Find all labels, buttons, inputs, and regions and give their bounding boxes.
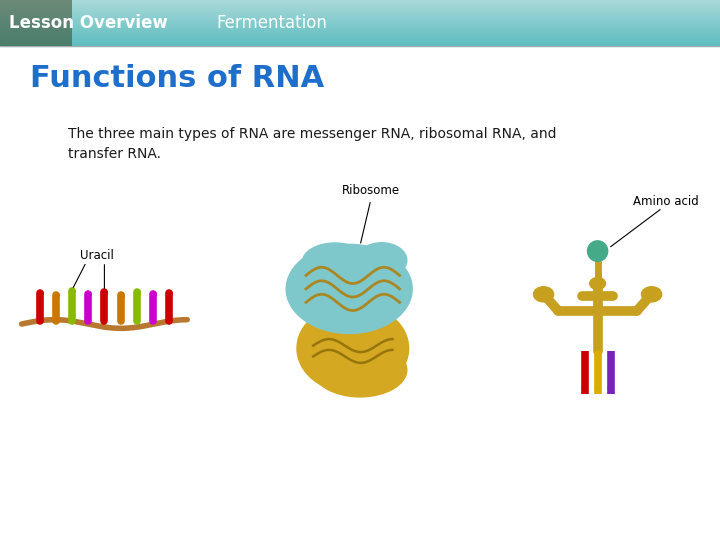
Ellipse shape: [297, 303, 409, 393]
Ellipse shape: [287, 244, 412, 333]
Ellipse shape: [356, 242, 407, 278]
Text: Functions of RNA: Functions of RNA: [30, 64, 325, 93]
Ellipse shape: [588, 241, 608, 261]
Ellipse shape: [590, 278, 606, 289]
Text: Fermentation: Fermentation: [216, 14, 327, 32]
Ellipse shape: [313, 343, 407, 397]
Text: Uracil: Uracil: [80, 249, 114, 262]
Ellipse shape: [534, 287, 554, 302]
Text: Amino acid: Amino acid: [633, 195, 699, 208]
Text: Lesson Overview: Lesson Overview: [9, 14, 167, 32]
Bar: [0, 0, 72, 46]
Text: Ribosome: Ribosome: [342, 184, 400, 197]
Ellipse shape: [302, 243, 367, 281]
Ellipse shape: [642, 287, 662, 302]
Text: The three main types of RNA are messenger RNA, ribosomal RNA, and
transfer RNA.: The three main types of RNA are messenge…: [68, 127, 557, 161]
